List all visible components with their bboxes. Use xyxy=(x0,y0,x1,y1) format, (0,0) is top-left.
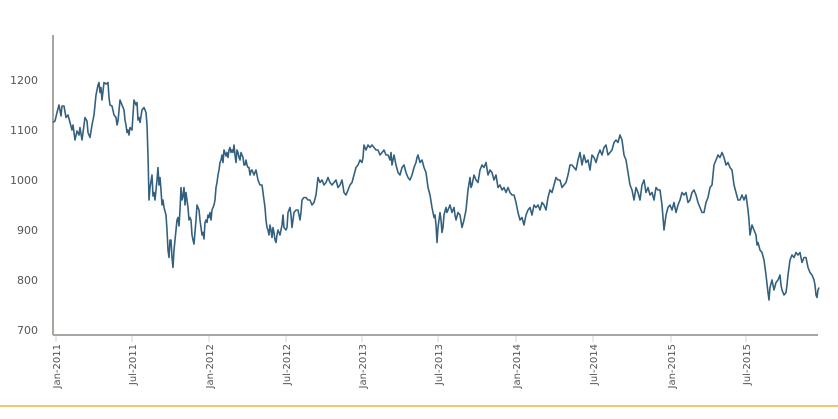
y-axis-labels: 700 800 900 1000 1100 1200 xyxy=(10,74,38,337)
x-tick-label: Jan-2013 xyxy=(358,344,369,389)
x-tick-label: Jan-2012 xyxy=(205,344,216,389)
series-line xyxy=(52,81,820,301)
x-tick-label: Jul-2013 xyxy=(434,344,445,386)
y-tick-label: 700 xyxy=(17,324,38,337)
y-tick-label: 1000 xyxy=(10,174,38,187)
y-tick-label: 900 xyxy=(17,224,38,237)
x-tick-label: Jul-2014 xyxy=(589,344,600,386)
x-tick-label: Jan-2015 xyxy=(667,344,678,389)
x-axis-ticks: Jan-2011 Jul-2011 Jan-2012 Jul-2012 Jan-2013… xyxy=(52,336,753,389)
x-tick-label: Jan-2014 xyxy=(512,344,523,389)
y-tick-label: 1200 xyxy=(10,74,38,87)
x-tick-label: Jul-2011 xyxy=(128,344,139,386)
y-tick-label: 1100 xyxy=(10,124,38,137)
y-tick-label: 800 xyxy=(17,274,38,287)
x-tick-label: Jul-2012 xyxy=(282,344,293,386)
x-tick-label: Jul-2015 xyxy=(742,344,753,386)
x-tick-label: Jan-2011 xyxy=(52,344,63,389)
